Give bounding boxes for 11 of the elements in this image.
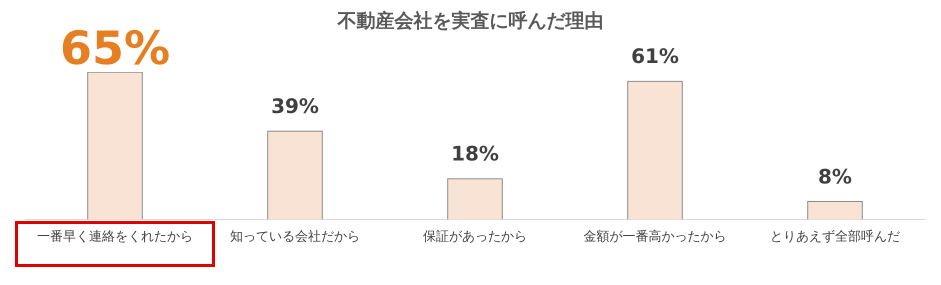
- data-label: 18%: [451, 142, 499, 166]
- data-label: 65%: [60, 21, 170, 75]
- x-tick-label: とりあえず全部呼んだ: [770, 230, 900, 245]
- chart-title: 不動産会社を実査に呼んだ理由: [338, 10, 604, 32]
- x-tick-label: 一番早く連絡をくれたから: [37, 230, 193, 245]
- x-tick-label: 知っている会社だから: [230, 230, 360, 245]
- data-label: 39%: [271, 94, 319, 118]
- x-tick-label: 金額が一番高かったから: [584, 228, 726, 245]
- x-tick-label: 保証があったから: [423, 230, 527, 245]
- data-label: 61%: [631, 44, 679, 68]
- data-label: 8%: [818, 164, 852, 188]
